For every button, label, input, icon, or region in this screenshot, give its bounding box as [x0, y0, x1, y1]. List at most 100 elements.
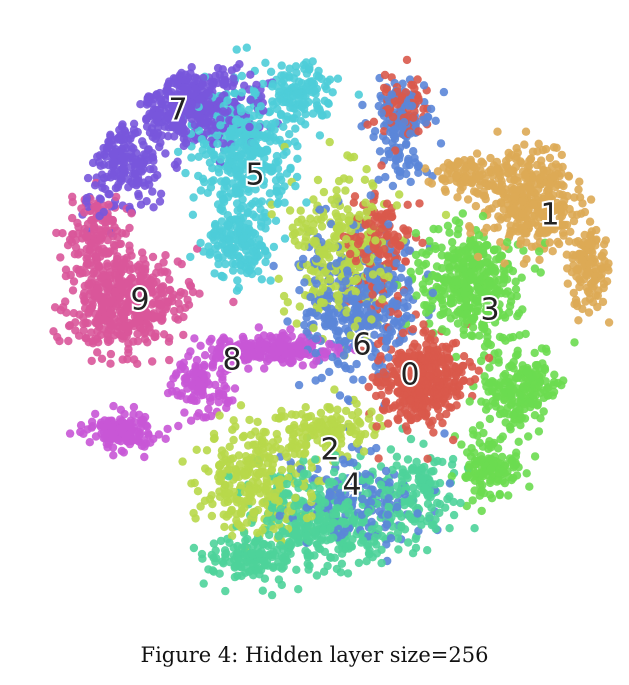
scatter-point [512, 471, 522, 480]
scatter-point [241, 536, 250, 545]
scatter-point [407, 464, 416, 474]
scatter-point [104, 200, 113, 209]
scatter-point [440, 429, 449, 438]
scatter-point [341, 364, 351, 373]
scatter-point [311, 376, 320, 385]
scatter-point [462, 501, 471, 511]
scatter-point [377, 161, 386, 170]
scatter-point [191, 514, 200, 523]
scatter-point [285, 64, 294, 73]
scatter-point [493, 164, 502, 173]
scatter-point [322, 84, 331, 94]
scatter-point [209, 539, 219, 548]
scatter-point [67, 237, 77, 247]
scatter-point [599, 283, 608, 293]
scatter-point [539, 407, 548, 416]
scatter-point [313, 311, 322, 320]
scatter-point [451, 216, 461, 225]
scatter-point [280, 198, 289, 207]
scatter-point [79, 319, 88, 329]
scatter-point [505, 422, 515, 432]
scatter-point [377, 545, 386, 554]
scatter-point [242, 518, 252, 527]
scatter-point [382, 199, 392, 208]
scatter-point [280, 234, 290, 243]
scatter-point [554, 239, 564, 249]
scatter-point [384, 502, 393, 512]
scatter-point [68, 192, 77, 201]
scatter-point [275, 414, 284, 423]
scatter-point [472, 149, 482, 158]
scatter-point [403, 200, 412, 209]
scatter-point [495, 332, 505, 342]
scatter-point [129, 410, 138, 419]
scatter-point [565, 204, 574, 214]
scatter-point [362, 557, 371, 566]
scatter-point [481, 405, 491, 414]
scatter-point [302, 313, 311, 322]
scatter-point [317, 222, 327, 231]
scatter-point [155, 197, 165, 206]
scatter-point [519, 246, 528, 255]
scatter-point [64, 336, 73, 346]
scatter-point [134, 192, 143, 201]
scatter-point [91, 334, 100, 344]
scatter-point [83, 173, 93, 183]
scatter-point [354, 558, 364, 568]
scatter-point [580, 207, 590, 217]
scatter-point [236, 401, 246, 410]
scatter-point [228, 81, 237, 91]
scatter-point [140, 452, 149, 462]
scatter-point [481, 194, 490, 204]
scatter-point [217, 364, 227, 374]
scatter-point [281, 489, 290, 498]
scatter-point [549, 377, 559, 387]
scatter-point [564, 237, 574, 246]
scatter-point [148, 252, 158, 262]
scatter-point [170, 132, 179, 141]
scatter-point [291, 519, 300, 528]
scatter-point [294, 585, 303, 594]
scatter-point [484, 440, 493, 449]
scatter-point [526, 154, 536, 163]
scatter-point [173, 157, 182, 166]
scatter-point [172, 163, 181, 173]
scatter-point [401, 226, 410, 235]
scatter-point [404, 538, 413, 547]
scatter-point [557, 150, 566, 160]
scatter-point [534, 427, 544, 436]
scatter-point [436, 310, 445, 320]
scatter-point [109, 451, 118, 460]
scatter-point [91, 432, 101, 441]
scatter-point [381, 343, 390, 352]
scatter-point [179, 330, 188, 340]
scatter-point [448, 454, 458, 464]
scatter-point [97, 354, 107, 363]
scatter-point [513, 346, 522, 355]
scatter-point [285, 130, 294, 139]
scatter-point [396, 273, 406, 282]
scatter-point [435, 412, 444, 421]
scatter-point [178, 362, 187, 371]
scatter-point [292, 565, 301, 574]
scatter-point [163, 132, 173, 141]
scatter-point [373, 339, 383, 349]
scatter-point [470, 524, 479, 533]
scatter-point [473, 431, 482, 440]
scatter-point [306, 551, 315, 560]
scatter-point [334, 545, 343, 554]
scatter-point [207, 511, 217, 521]
scatter-point [374, 454, 383, 463]
scatter-point [261, 58, 270, 67]
scatter-point [204, 404, 213, 414]
scatter-point [564, 171, 573, 180]
scatter-point [129, 402, 139, 412]
scatter-point [370, 430, 379, 440]
scatter-point [286, 325, 295, 334]
scatter-point [311, 455, 320, 464]
scatter-point [187, 62, 196, 72]
scatter-point [199, 579, 208, 588]
scatter-point [232, 45, 241, 54]
scatter-point [447, 472, 456, 481]
